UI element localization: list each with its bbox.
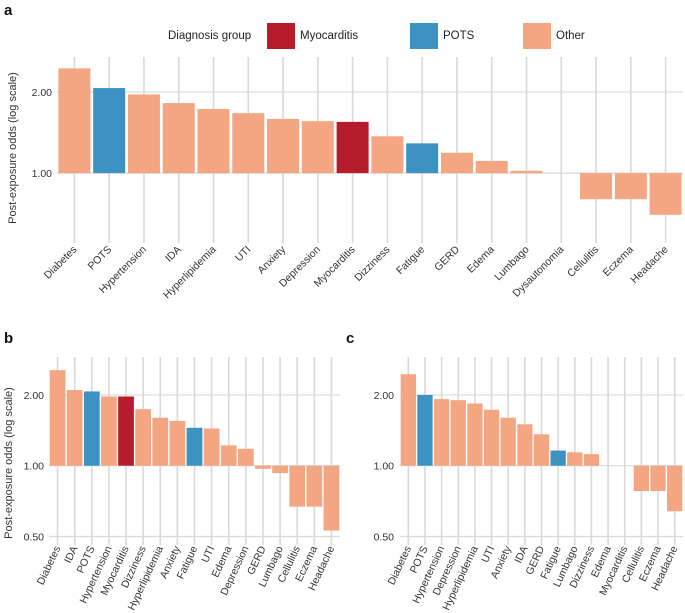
panel-a-bar-hyperlipidemia [197, 109, 230, 174]
panel-b-bar-uti [203, 428, 220, 466]
panel-letter-a: a [4, 2, 13, 19]
panel-c-bar-cellulitis [633, 465, 650, 492]
panel-b-ytick-label: 1.00 [24, 461, 45, 473]
legend: Diagnosis group Myocarditis POTS Other [168, 23, 585, 49]
panel-a-ytick-label: 1.00 [32, 168, 53, 180]
panel-a-bar-anxiety [267, 118, 300, 174]
panel-c-bar-uti [483, 409, 500, 466]
panel-c-bar-lumbago [567, 452, 583, 466]
panel-b-bar-depression [237, 448, 254, 466]
panel-b-bar-dizziness [135, 409, 152, 466]
panel-a-xtick-label: POTS [86, 244, 115, 273]
panel-b-chart: Post-exposure odds (log scale) 0.50 1.00 2… [3, 357, 340, 612]
panel-a-xtick-label: UTI [233, 244, 253, 264]
panel-a-bar-lumbago [510, 170, 543, 174]
panel-c-bar-fatigue [550, 450, 566, 466]
panel-a-xtick-label: Headache [628, 244, 670, 286]
panel-a-chart: Post-exposure odds (log scale) 1.00 2.00 D… [7, 57, 683, 301]
legend-label-pots: POTS [443, 30, 475, 42]
panel-a-xtick-label: Diabetes [42, 244, 80, 282]
panel-a-bar-eczema [614, 173, 647, 200]
panel-a-bar-cellulitis [580, 173, 613, 200]
panel-b-bar-cellulitis [289, 465, 306, 507]
panel-c-bar-eczema [650, 465, 666, 492]
panel-c-bar-hypertension [433, 399, 450, 466]
panel-c-ytick-label: 1.00 [374, 461, 395, 473]
panel-a-bar-ida [162, 103, 195, 174]
panel-a-ytick-label: 2.00 [32, 87, 53, 99]
panel-a-bar-myocarditis [336, 121, 369, 174]
legend-swatch-myocarditis [267, 23, 295, 49]
panel-a-xtick-label: Edema [465, 244, 497, 276]
panel-b-bar-myocarditis [118, 396, 134, 466]
panel-a-xtick-label: Anxiety [255, 243, 288, 276]
panel-b-ylabel: Post-exposure odds (log scale) [3, 387, 15, 539]
panel-a-xtick-label: GERD [432, 243, 462, 273]
panel-c-ytick-label: 2.00 [374, 390, 395, 402]
legend-label-other: Other [556, 30, 585, 42]
panel-a-bar-diabetes [58, 68, 91, 174]
panel-b-bar-anxiety [169, 420, 186, 466]
panel-c-bar-hyperlipidemia [467, 403, 483, 466]
panel-b-bar-ida [66, 389, 83, 466]
panel-a-ylabel: Post-exposure odds (log scale) [7, 72, 19, 224]
panel-b-bar-edema [220, 445, 237, 466]
panel-a-bar-uti [232, 113, 265, 174]
panel-b-bar-fatigue [186, 427, 203, 466]
panel-letter-b: b [4, 330, 13, 347]
legend-swatch-other [523, 23, 551, 49]
panel-b-bar-hypertension [101, 396, 117, 466]
panel-a-bar-pots [93, 88, 126, 174]
panel-b-bar-lumbago [272, 465, 288, 474]
panel-a-xtick-label: Cellulitis [565, 244, 601, 280]
panel-c-bar-headache [667, 465, 683, 512]
panel-c-bar-gerd [533, 434, 550, 466]
legend-title: Diagnosis group [168, 30, 251, 42]
panel-a-xtick-label: Eczema [601, 244, 636, 279]
panel-c-bar-anxiety [500, 417, 516, 466]
panel-a-bar-fatigue [406, 143, 439, 174]
legend-swatch-pots [410, 23, 438, 49]
panel-c-bar-pots [417, 394, 433, 466]
panel-b-bar-diabetes [49, 370, 66, 466]
panel-b-xtick-label: Diabetes [35, 544, 63, 587]
panel-a-bar-edema [475, 160, 508, 174]
panel-c-bar-diabetes [400, 374, 416, 466]
panel-a-bar-headache [649, 173, 682, 215]
panel-a-xtick-label: Dizziness [352, 244, 392, 284]
panel-c-ytick-label: 0.50 [374, 531, 395, 543]
legend-label-myocarditis: Myocarditis [300, 30, 358, 42]
panel-b-bar-pots [83, 391, 100, 466]
panel-b-bar-eczema [306, 465, 323, 507]
panel-c-bar-depression [450, 400, 466, 466]
panel-c-bar-ida [517, 424, 533, 466]
panel-b-ytick-label: 2.00 [24, 390, 45, 402]
panel-letter-c: c [346, 330, 354, 347]
panel-c-chart: 0.501.002.00DiabetesPOTSHypertensionDepr… [374, 357, 683, 612]
panel-c-bar-dizziness [583, 454, 600, 466]
panel-b-bar-hyperlipidemia [152, 417, 169, 466]
panel-a-bar-gerd [440, 152, 473, 174]
panel-a-xtick-label: IDA [163, 244, 184, 265]
panel-b-bar-headache [323, 465, 340, 531]
panel-a-bar-dizziness [371, 136, 404, 174]
panel-a-bar-hypertension [127, 94, 160, 174]
panel-b-ytick-label: 0.50 [24, 531, 45, 543]
panel-b-bar-gerd [255, 465, 271, 469]
panel-a-xtick-label: Fatigue [394, 244, 427, 277]
panel-a-bar-depression [301, 121, 334, 174]
